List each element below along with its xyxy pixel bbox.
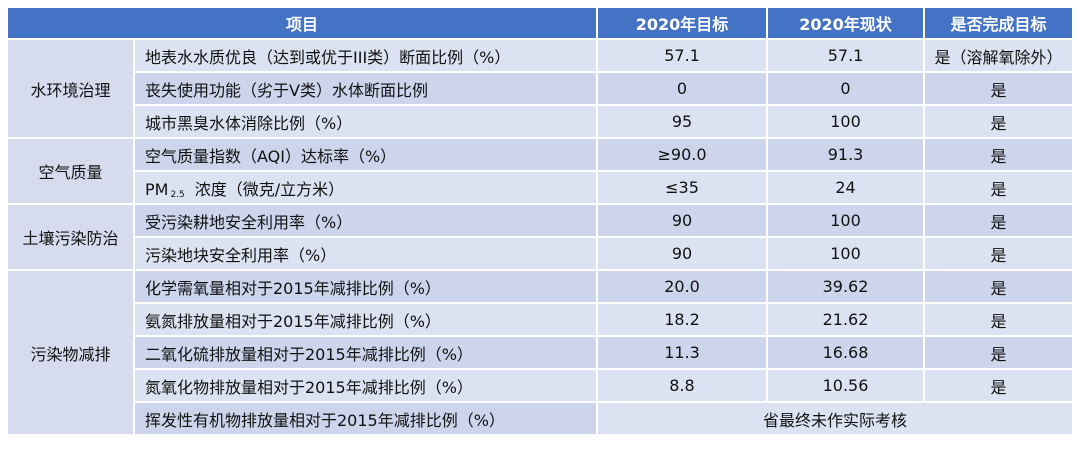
- row-target: ≥90.0: [598, 137, 769, 170]
- table-row: 土壤污染防治 受污染耕地安全利用率（%） 90 100 是: [8, 203, 1073, 269]
- table-row: 空气质量 空气质量指数（AQI）达标率（%） ≥90.0 91.3 是: [8, 137, 1073, 203]
- row-status: 100: [768, 104, 926, 137]
- row-target: ≤35: [598, 170, 769, 203]
- row-done: 是: [925, 170, 1073, 203]
- table-row: 氮氧化物排放量相对于2015年减排比例（%） 8.8 10.56 是: [8, 368, 1073, 401]
- row-target: 95: [598, 104, 769, 137]
- row-done: 是: [925, 368, 1073, 401]
- row-target: 8.8: [598, 368, 769, 401]
- row-target: 11.3: [598, 335, 769, 368]
- header-done: 是否完成目标: [925, 8, 1073, 38]
- row-item: 污染地块安全利用率（%）: [135, 236, 599, 269]
- row-done: 是: [925, 302, 1073, 335]
- row-status: 21.62: [768, 302, 926, 335]
- row-merged-note: 省最终未作实际考核: [598, 401, 1073, 434]
- row-status: 39.62: [768, 269, 926, 302]
- row-item: 空气质量指数（AQI）达标率（%）: [135, 137, 599, 170]
- table-row: 水环境治理 地表水水质优良（达到或优于III类）断面比例（%） 57.1 57.…: [8, 38, 1073, 137]
- row-item: 丧失使用功能（劣于V类）水体断面比例: [135, 71, 599, 104]
- category-air: 空气质量: [8, 137, 135, 203]
- header-item: 项目: [8, 8, 599, 38]
- row-done: 是: [925, 71, 1073, 104]
- row-item: 受污染耕地安全利用率（%）: [135, 203, 599, 236]
- category-emission: 污染物减排: [8, 269, 135, 434]
- row-done: 是: [925, 104, 1073, 137]
- header-row: 项目 2020年目标 2020年现状 是否完成目标: [8, 8, 1073, 38]
- row-target: 18.2: [598, 302, 769, 335]
- table-row: PM 2.5 浓度（微克/立方米） ≤35 24 是: [8, 170, 1073, 203]
- row-status: 100: [768, 203, 926, 236]
- row-done: 是: [925, 236, 1073, 269]
- row-target: 57.1: [598, 38, 769, 71]
- table-row: 污染物减排 化学需氧量相对于2015年减排比例（%） 20.0 39.62 是: [8, 269, 1073, 434]
- goals-table-container: 项目 2020年目标 2020年现状 是否完成目标 水环境治理 地表水水质优良（…: [8, 8, 1073, 434]
- table-row: 污染地块安全利用率（%） 90 100 是: [8, 236, 1073, 269]
- table-row: 氨氮排放量相对于2015年减排比例（%） 18.2 21.62 是: [8, 302, 1073, 335]
- row-item: 挥发性有机物排放量相对于2015年减排比例（%）: [135, 401, 599, 434]
- row-done: 是（溶解氧除外）: [925, 38, 1073, 71]
- row-item: 城市黑臭水体消除比例（%）: [135, 104, 599, 137]
- row-status: 24: [768, 170, 926, 203]
- pm-prefix: PM: [145, 179, 169, 199]
- row-done: 是: [925, 335, 1073, 368]
- environment-goals-table: 项目 2020年目标 2020年现状 是否完成目标 水环境治理 地表水水质优良（…: [8, 8, 1073, 434]
- header-target: 2020年目标: [598, 8, 769, 38]
- row-status: 16.68: [768, 335, 926, 368]
- row-status: 10.56: [768, 368, 926, 401]
- row-target: 90: [598, 236, 769, 269]
- row-item-pm25: PM 2.5 浓度（微克/立方米）: [135, 170, 599, 203]
- row-done: 是: [925, 203, 1073, 236]
- row-done: 是: [925, 137, 1073, 170]
- table-row: 挥发性有机物排放量相对于2015年减排比例（%） 省最终未作实际考核: [8, 401, 1073, 434]
- row-item: 地表水水质优良（达到或优于III类）断面比例（%）: [135, 38, 599, 71]
- row-item: 二氧化硫排放量相对于2015年减排比例（%）: [135, 335, 599, 368]
- category-water: 水环境治理: [8, 38, 135, 137]
- row-item: 化学需氧量相对于2015年减排比例（%）: [135, 269, 599, 302]
- row-status: 100: [768, 236, 926, 269]
- row-target: 20.0: [598, 269, 769, 302]
- row-status: 91.3: [768, 137, 926, 170]
- category-soil: 土壤污染防治: [8, 203, 135, 269]
- table-row: 丧失使用功能（劣于V类）水体断面比例 0 0 是: [8, 71, 1073, 104]
- pm-subscript: 2.5: [170, 189, 185, 200]
- table-row: 城市黑臭水体消除比例（%） 95 100 是: [8, 104, 1073, 137]
- row-target: 0: [598, 71, 769, 104]
- row-target: 90: [598, 203, 769, 236]
- header-status: 2020年现状: [768, 8, 926, 38]
- table-row: 二氧化硫排放量相对于2015年减排比例（%） 11.3 16.68 是: [8, 335, 1073, 368]
- row-status: 57.1: [768, 38, 926, 71]
- pm-suffix: 浓度（微克/立方米）: [194, 179, 345, 199]
- row-status: 0: [768, 71, 926, 104]
- row-item: 氨氮排放量相对于2015年减排比例（%）: [135, 302, 599, 335]
- row-done: 是: [925, 269, 1073, 302]
- row-item: 氮氧化物排放量相对于2015年减排比例（%）: [135, 368, 599, 401]
